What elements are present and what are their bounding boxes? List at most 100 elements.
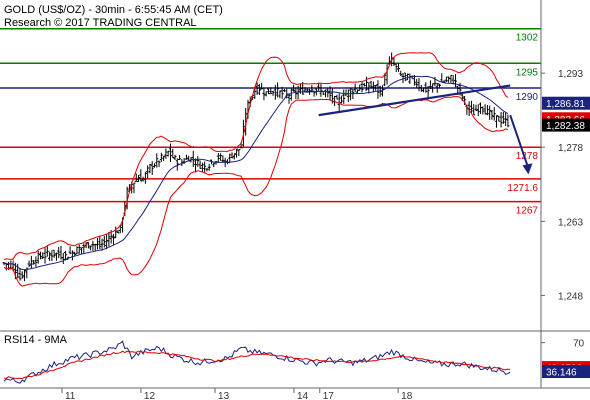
ohlc-bar [310, 85, 314, 93]
ohlc-bar [164, 148, 168, 159]
ohlc-bar [196, 156, 200, 167]
ohlc-bar [276, 82, 280, 98]
ohlc-bar [362, 82, 366, 87]
ohlc-bar [82, 243, 86, 254]
ohlc-bar [194, 158, 198, 172]
ohlc-bar [472, 104, 476, 116]
ohlc-bar [495, 115, 499, 128]
ohlc-bar [111, 233, 115, 245]
ohlc-bar [77, 244, 81, 254]
ohlc-bar [467, 101, 471, 117]
ohlc-bar [342, 89, 346, 104]
ohlc-bar [401, 73, 405, 84]
x-tick-label: 18 [401, 391, 413, 400]
ohlc-bar [86, 241, 90, 249]
ohlc-bar [152, 163, 156, 168]
ohlc-bar [41, 252, 45, 259]
ohlc-bar [148, 164, 152, 174]
ohlc-bar [485, 104, 489, 116]
ohlc-bar [260, 82, 264, 90]
ohlc-bar [84, 241, 88, 248]
ohlc-bar [444, 76, 448, 83]
chart-title: GOLD (US$/OZ) - 30min - 6:55:45 AM (CET) [4, 4, 223, 16]
ohlc-bar [207, 163, 211, 171]
ohlc-bar [116, 230, 120, 234]
ohlc-bar [173, 154, 177, 161]
rsi-badge-blue-label: 36.146 [546, 368, 577, 379]
ohlc-bar [262, 88, 266, 101]
ohlc-bar [80, 247, 84, 255]
copyright-line: Research © 2017 TRADING CENTRAL [4, 17, 197, 29]
ohlc-bar [488, 105, 492, 120]
ohlc-bar [50, 250, 54, 262]
ohlc-bar [492, 107, 496, 121]
ohlc-bar [166, 150, 170, 157]
ohlc-bar [20, 271, 24, 279]
ohlc-bar [267, 88, 270, 95]
x-tick-label: 14 [297, 391, 309, 400]
ohlc-bar [328, 86, 332, 101]
x-tick-label: 11 [65, 391, 76, 400]
moving-average-line [3, 75, 509, 271]
ohlc-bar [501, 111, 505, 124]
ohlc-bar [264, 91, 268, 97]
ohlc-bar [203, 161, 207, 174]
ohlc-bar [419, 84, 423, 92]
price-badge-blue: 1,286.81 [542, 96, 590, 110]
ohlc-bar [168, 143, 172, 163]
level-label-1302: 1302 [516, 33, 539, 44]
ohlc-bar [216, 153, 220, 163]
ohlc-bar [29, 255, 33, 269]
ohlc-bar [257, 83, 261, 96]
ohlc-bar [52, 249, 56, 258]
ohlc-bar [415, 78, 419, 89]
ohlc-bar [184, 154, 188, 160]
ohlc-bar [403, 72, 407, 82]
ohlc-bar [157, 160, 161, 168]
ohlc-bar [317, 83, 321, 92]
ohlc-bar [292, 84, 296, 92]
ohlc-bar [155, 153, 159, 168]
ohlc-bar [23, 269, 27, 282]
level-label-1267: 1267 [516, 206, 539, 217]
trendline [318, 84, 511, 117]
ohlc-bar [73, 251, 77, 257]
ohlc-bar [490, 109, 494, 120]
ohlc-bar [16, 263, 20, 279]
ohlc-bar [68, 246, 72, 255]
ohlc-bar [57, 246, 61, 259]
level-label-1271-6: 1271.6 [507, 183, 538, 194]
ohlc-bar [424, 82, 428, 93]
ohlc-bar [162, 155, 166, 161]
level-label-1295: 1295 [516, 67, 539, 78]
ohlc-bar [371, 81, 375, 93]
rsi-layer [3, 340, 511, 384]
ohlc-bar [137, 174, 141, 183]
ohlc-bar [198, 160, 202, 169]
ohlc-bar [396, 62, 400, 72]
ohlc-bar [453, 74, 457, 88]
ohlc-bar [360, 81, 364, 93]
rsi-badge-blue: 36.146 [542, 365, 590, 379]
ohlc-bar [175, 158, 179, 171]
ohlc-bar [449, 74, 453, 83]
ohlc-bar [200, 162, 204, 173]
ohlc-bar [497, 115, 501, 122]
ohlc-bar [143, 171, 147, 184]
ohlc-bar [469, 100, 473, 114]
ohlc-bar [387, 56, 391, 65]
ohlc-bar [178, 155, 182, 161]
y-tick-label: 1,248 [558, 291, 583, 302]
level-label-1278: 1278 [516, 151, 539, 162]
ohlc-bar [271, 90, 275, 96]
ohlc-bar [230, 152, 234, 159]
price-badge-dark-label: 1,282.38 [546, 121, 585, 132]
ohlc-bar [481, 106, 485, 115]
ohlc-bar [159, 152, 163, 162]
forecast-arrow-shaft [509, 114, 530, 169]
x-tick-label: 17 [323, 391, 335, 400]
ohlc-bar [422, 87, 426, 93]
